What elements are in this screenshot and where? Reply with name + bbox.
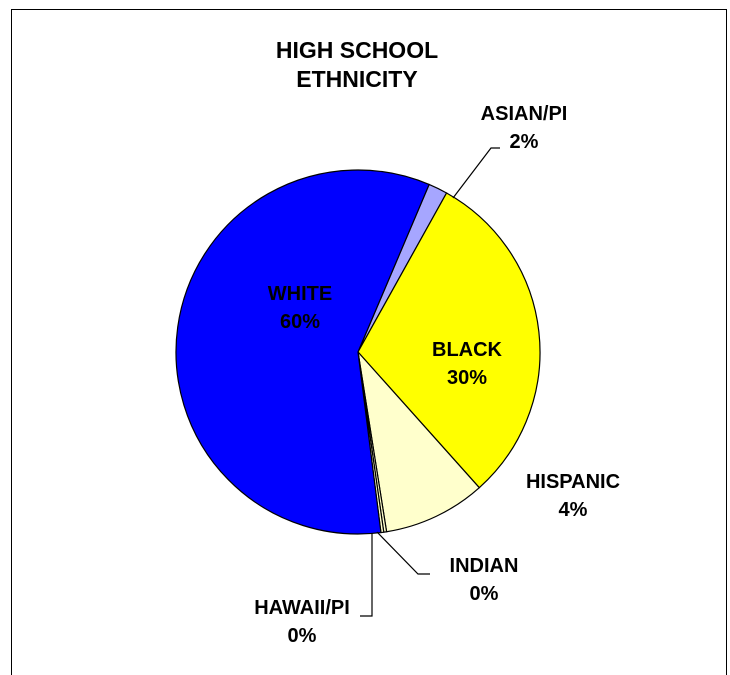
- label-hawaii-pi-pct: 0%: [288, 625, 317, 647]
- label-hispanic-pct: 4%: [559, 499, 588, 521]
- pie-slice-hispanic: [357, 350, 481, 533]
- leader-lines: [360, 147, 500, 617]
- label-white-name: WHITE: [268, 283, 332, 305]
- label-indian-pct: 0%: [470, 583, 499, 605]
- chart-title-line-1: HIGH SCHOOL: [276, 37, 438, 63]
- leader-line-indian: [376, 531, 430, 575]
- leader-line-hawaii-pi: [360, 533, 373, 617]
- pie-slice-black: [357, 192, 541, 489]
- label-asian-pi-pct: 2%: [510, 131, 539, 153]
- pie-slice-white: [175, 169, 430, 535]
- leader-line-asian-pi: [452, 147, 500, 199]
- label-black-pct: 30%: [447, 367, 487, 389]
- label-black-name: BLACK: [432, 339, 503, 361]
- label-white-pct: 60%: [280, 311, 320, 333]
- label-indian-name: INDIAN: [450, 555, 519, 577]
- label-asian-pi-name: ASIAN/PI: [481, 103, 568, 125]
- label-hispanic-name: HISPANIC: [526, 471, 620, 493]
- label-hawaii-pi-name: HAWAII/PI: [254, 597, 350, 619]
- chart-frame: [11, 9, 727, 675]
- chart-title-line-2: ETHNICITY: [296, 66, 417, 92]
- pie-slices: [175, 169, 541, 535]
